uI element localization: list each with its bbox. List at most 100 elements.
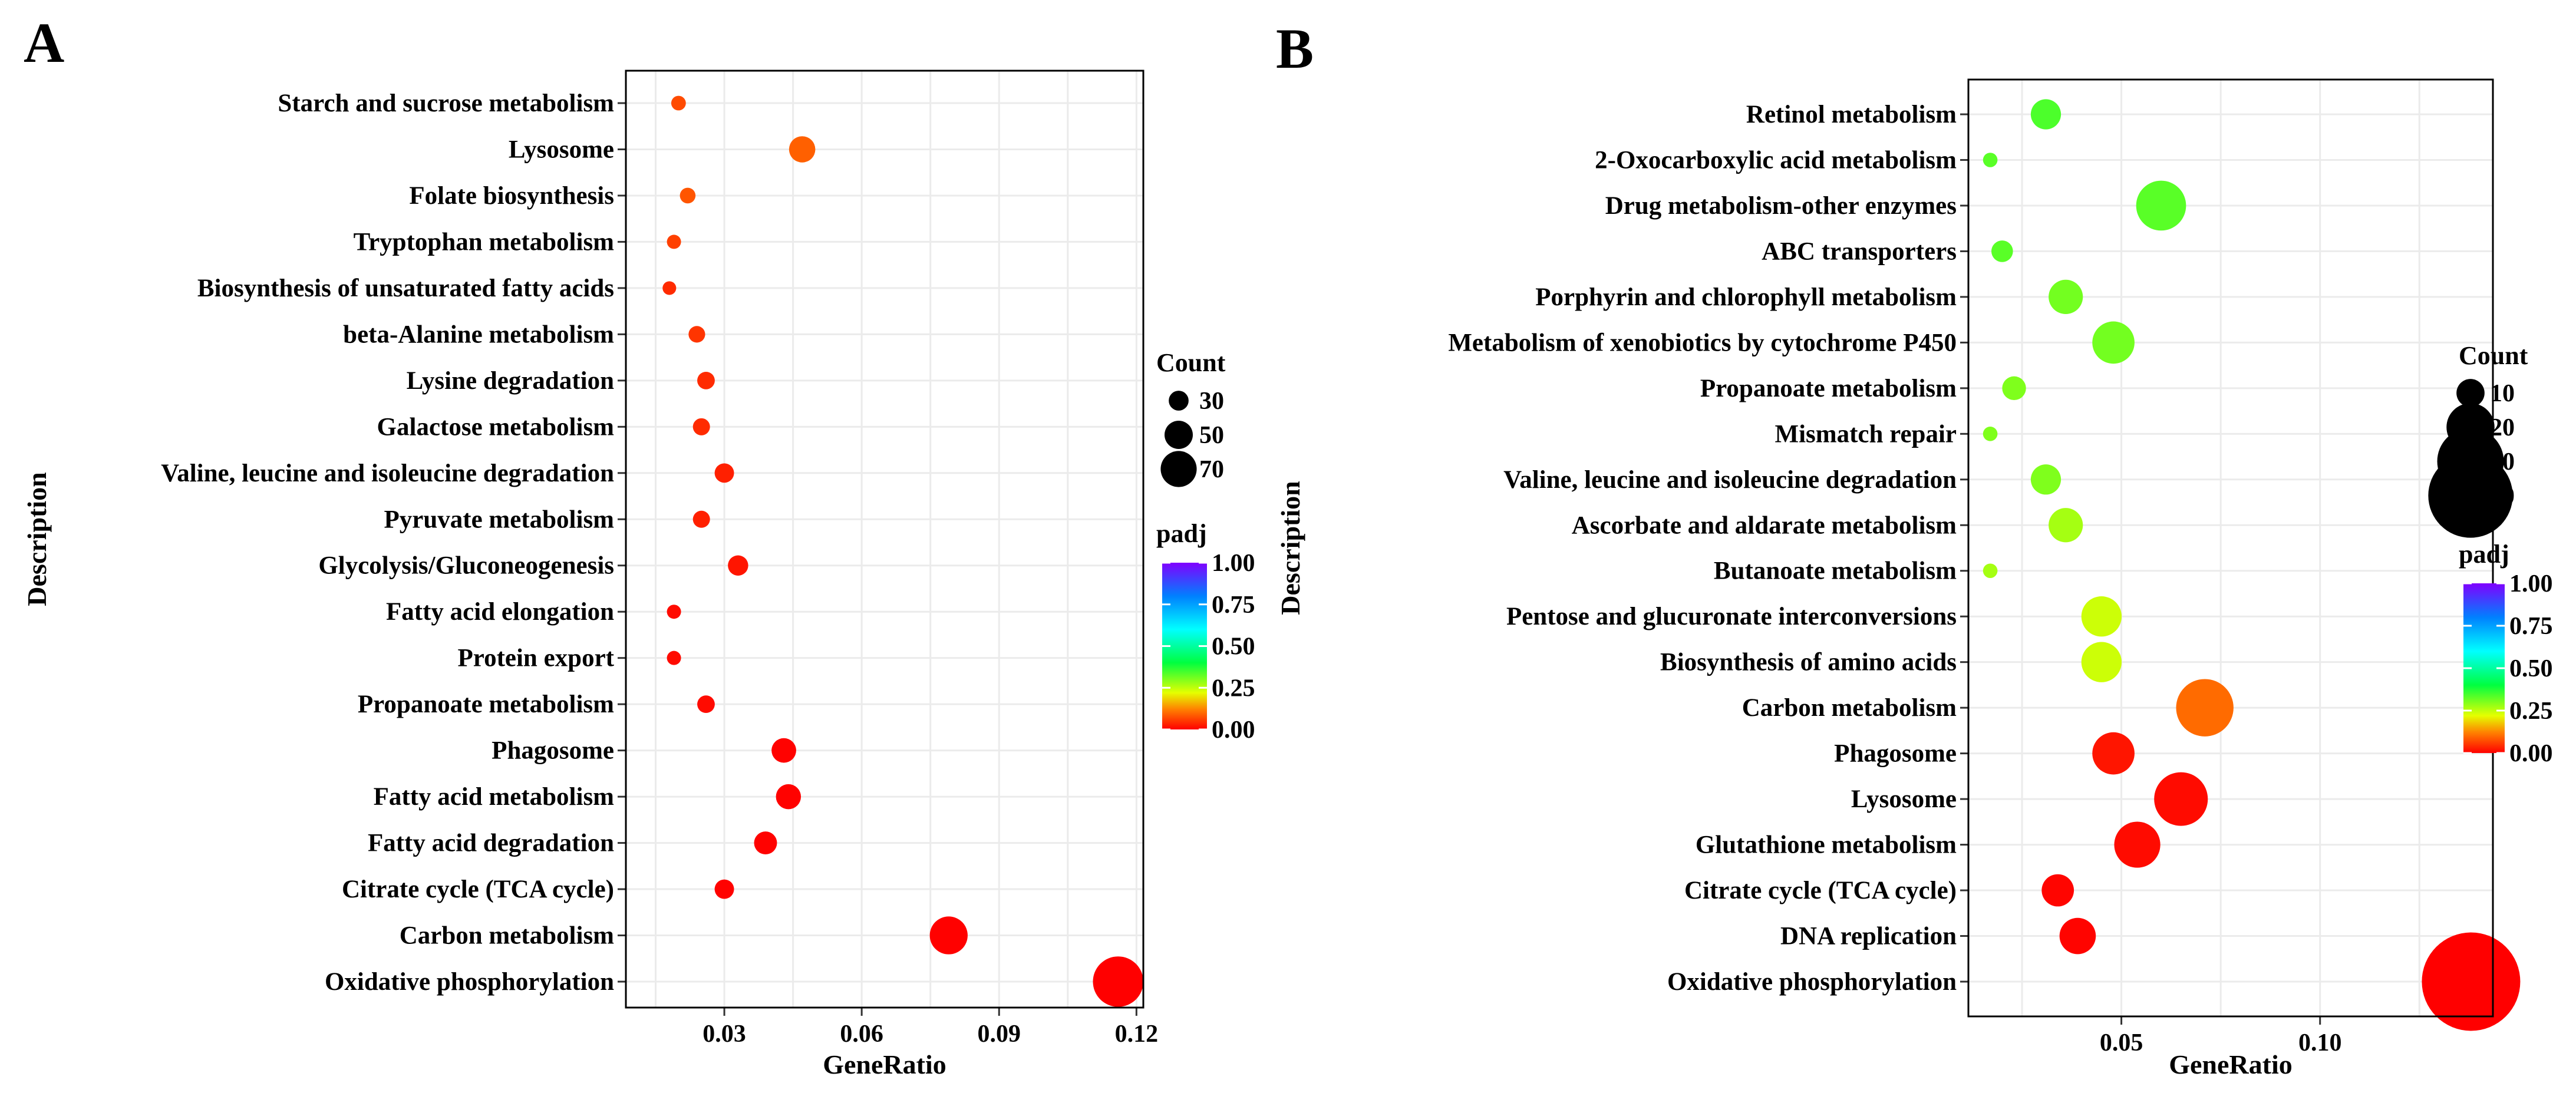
category-label: Retinol metabolism xyxy=(1746,101,1957,128)
category-label: Pentose and glucuronate interconversions xyxy=(1506,603,1957,630)
data-point xyxy=(667,650,681,665)
panel-letter: B xyxy=(1276,17,1314,80)
category-label: Carbon metabolism xyxy=(400,922,614,950)
panel-a: A Starch and sucrose metabolism Lysosome Fo… xyxy=(22,11,1255,1079)
data-point xyxy=(1983,427,1998,441)
data-point xyxy=(2049,508,2083,543)
category-label: Propanoate metabolism xyxy=(1700,375,1957,402)
data-point xyxy=(1983,153,1998,167)
x-tick-label: 0.05 xyxy=(2100,1029,2143,1056)
category-label: Glutathione metabolism xyxy=(1696,831,1957,859)
data-point xyxy=(2176,679,2234,737)
data-point xyxy=(929,916,968,955)
category-label: Lysosome xyxy=(1851,785,1957,813)
category-label: Phagosome xyxy=(1834,740,1957,768)
data-point xyxy=(1991,240,2013,262)
category-label: Drug metabolism-other enzymes xyxy=(1605,192,1957,220)
x-tick-label: 0.12 xyxy=(1115,1021,1159,1048)
data-point xyxy=(714,879,734,899)
data-points xyxy=(1983,99,2521,1031)
plot-area xyxy=(626,71,1143,1008)
count-legend-label: 30 xyxy=(1199,388,1224,415)
count-legend-dot xyxy=(1160,451,1197,487)
data-point xyxy=(692,510,710,528)
category-label: Metabolism of xenobiotics by cytochrome … xyxy=(1448,329,1957,356)
category-label: Valine, leucine and isoleucine degradati… xyxy=(1503,466,1957,494)
x-tick-label: 0.10 xyxy=(2298,1029,2342,1056)
count-legend-dot xyxy=(2456,379,2485,407)
y-axis-title: Description xyxy=(1275,481,1305,615)
data-point xyxy=(2059,917,2096,955)
count-legend-dot xyxy=(1164,420,1193,450)
category-label: Valine, leucine and isoleucine degradati… xyxy=(161,460,614,487)
category-label: 2-Oxocarboxylic acid metabolism xyxy=(1595,146,1957,174)
data-point xyxy=(2030,99,2062,130)
category-label: Folate biosynthesis xyxy=(409,182,614,210)
colorbar-label: 1.00 xyxy=(2509,570,2553,597)
category-label: Lysine degradation xyxy=(407,367,615,395)
gridlines xyxy=(1968,80,2493,1016)
gridlines xyxy=(626,71,1143,1008)
data-point xyxy=(2049,279,2083,314)
x-axis-title: GeneRatio xyxy=(823,1049,946,1079)
data-point xyxy=(1093,956,1144,1007)
category-label: Tryptophan metabolism xyxy=(354,228,615,256)
category-label: Fatty acid degradation xyxy=(368,830,614,857)
category-label: beta-Alanine metabolism xyxy=(343,321,614,348)
category-label: Butanoate metabolism xyxy=(1714,557,1957,585)
colorbar-label: 0.50 xyxy=(1212,633,1255,661)
category-label: Galactose metabolism xyxy=(377,413,615,441)
category-label: Protein export xyxy=(458,645,615,672)
data-point xyxy=(697,695,715,714)
plot-border xyxy=(1967,78,2494,1018)
data-point xyxy=(692,418,710,435)
category-label: Lysosome xyxy=(509,136,614,163)
count-legend-label: 10 xyxy=(2490,380,2515,407)
category-label: DNA replication xyxy=(1780,923,1957,950)
category-label: Phagosome xyxy=(492,737,614,765)
data-point xyxy=(2030,464,2062,495)
data-point xyxy=(2002,376,2026,401)
data-point xyxy=(2136,180,2186,231)
x-axis-title: GeneRatio xyxy=(2169,1049,2293,1079)
data-point xyxy=(776,784,802,810)
category-label: Biosynthesis of amino acids xyxy=(1660,649,1957,676)
data-point xyxy=(697,371,715,389)
panel-b: B Retinol metabolism 2-Oxocarboxylic acid … xyxy=(1275,17,2553,1079)
data-point xyxy=(1983,563,1998,579)
category-label: Porphyrin and chlorophyll metabolism xyxy=(1535,283,1957,311)
x-tick-label: 0.03 xyxy=(702,1021,746,1048)
padj-legend-title: padj xyxy=(1156,519,1207,548)
count-legend-label: 70 xyxy=(1199,456,1224,483)
data-point xyxy=(2114,821,2161,868)
panel-letter: A xyxy=(24,11,64,74)
count-legend-title: Count xyxy=(1156,348,1226,377)
data-point xyxy=(714,463,734,483)
colorbar-label: 0.25 xyxy=(1212,675,1255,702)
count-legend-dot xyxy=(1169,391,1189,411)
category-label: Propanoate metabolism xyxy=(358,691,614,718)
count-legend-label: 20 xyxy=(2490,414,2515,441)
data-point xyxy=(2422,932,2521,1031)
data-point xyxy=(789,136,816,163)
count-legend-label: 50 xyxy=(1199,422,1224,449)
colorbar-label: 0.00 xyxy=(1212,716,1255,744)
category-label: Biosynthesis of unsaturated fatty acids xyxy=(197,275,614,302)
colorbar-label: 0.50 xyxy=(2509,655,2553,682)
colorbar-label: 0.75 xyxy=(1212,592,1255,619)
colorbar-label: 0.00 xyxy=(2509,740,2553,767)
category-label: Carbon metabolism xyxy=(1742,694,1957,722)
plot-border xyxy=(625,70,1144,1009)
padj-legend-title: padj xyxy=(2459,540,2509,569)
count-legend-title: Count xyxy=(2459,341,2528,370)
category-label: Fatty acid metabolism xyxy=(374,783,615,811)
data-point xyxy=(2154,772,2208,826)
y-axis-title: Description xyxy=(22,472,52,606)
colorbar-label: 0.75 xyxy=(2509,613,2553,640)
data-point xyxy=(662,281,677,295)
data-point xyxy=(754,831,777,855)
data-point xyxy=(688,326,705,343)
category-label: Starch and sucrose metabolism xyxy=(278,90,614,117)
plot-area xyxy=(1968,80,2493,1016)
